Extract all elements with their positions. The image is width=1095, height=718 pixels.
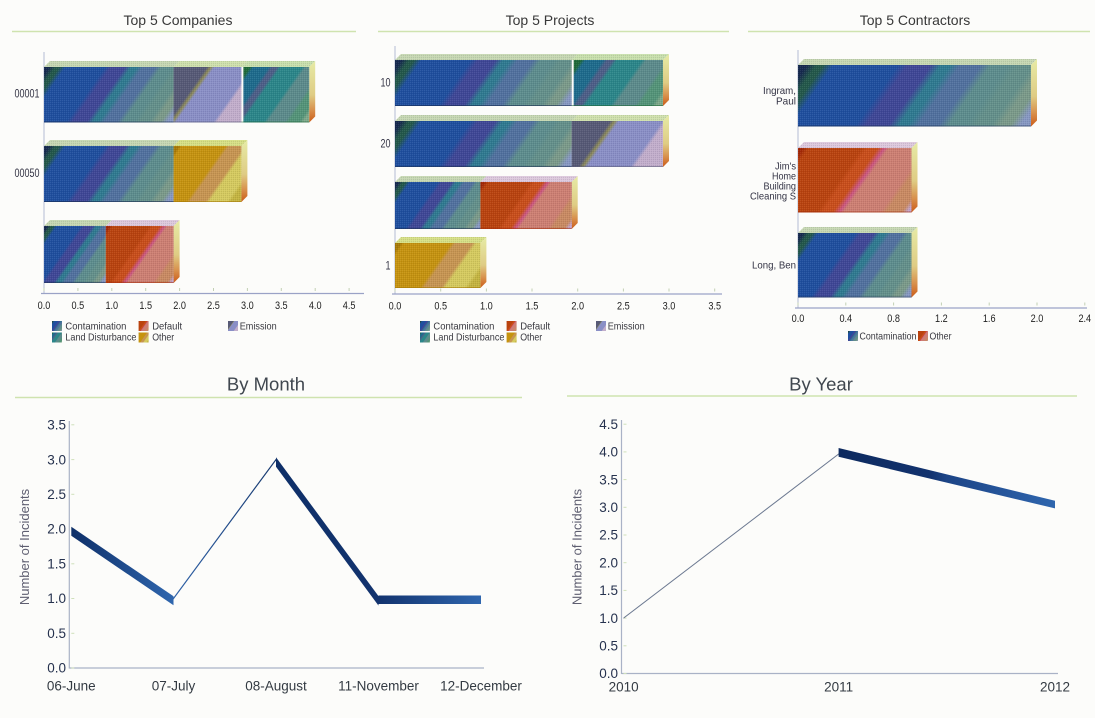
svg-text:Emission: Emission bbox=[608, 321, 645, 333]
svg-text:3.5: 3.5 bbox=[708, 301, 721, 313]
svg-text:2.5: 2.5 bbox=[47, 487, 66, 502]
svg-text:3.0: 3.0 bbox=[599, 500, 618, 515]
svg-text:Jim's: Jim's bbox=[775, 161, 796, 173]
svg-text:3.0: 3.0 bbox=[663, 301, 676, 313]
svg-text:00001: 00001 bbox=[15, 89, 40, 101]
svg-text:Top 5 Contractors: Top 5 Contractors bbox=[860, 12, 971, 28]
svg-text:20: 20 bbox=[381, 139, 391, 151]
svg-text:0.5: 0.5 bbox=[434, 301, 447, 313]
svg-text:By Year: By Year bbox=[789, 374, 853, 395]
svg-text:3.5: 3.5 bbox=[599, 472, 618, 487]
svg-text:Land Disturbance: Land Disturbance bbox=[433, 332, 504, 344]
svg-text:0.8: 0.8 bbox=[887, 313, 900, 325]
svg-text:3.5: 3.5 bbox=[275, 300, 288, 312]
svg-text:2.5: 2.5 bbox=[599, 528, 618, 543]
svg-text:0.0: 0.0 bbox=[38, 300, 51, 312]
svg-text:0.5: 0.5 bbox=[599, 639, 618, 654]
svg-text:1.6: 1.6 bbox=[983, 313, 996, 325]
svg-text:2.0: 2.0 bbox=[1031, 313, 1044, 325]
svg-text:11-November: 11-November bbox=[338, 679, 419, 694]
svg-text:2.0: 2.0 bbox=[599, 555, 618, 570]
svg-text:1.0: 1.0 bbox=[480, 301, 493, 313]
svg-text:10: 10 bbox=[381, 78, 391, 90]
svg-text:1.0: 1.0 bbox=[47, 591, 66, 606]
svg-text:4.0: 4.0 bbox=[309, 300, 322, 312]
svg-text:Cleaning S: Cleaning S bbox=[750, 191, 796, 203]
svg-text:By Month: By Month bbox=[227, 374, 305, 395]
svg-text:2011: 2011 bbox=[824, 680, 853, 695]
svg-text:Number of Incidents: Number of Incidents bbox=[17, 488, 32, 605]
svg-text:Other: Other bbox=[152, 332, 174, 344]
svg-text:Paul: Paul bbox=[776, 96, 796, 108]
svg-text:4.5: 4.5 bbox=[343, 300, 356, 312]
svg-text:Contamination: Contamination bbox=[433, 321, 494, 333]
svg-text:1.5: 1.5 bbox=[139, 300, 152, 312]
svg-text:Long, Ben: Long, Ben bbox=[752, 260, 796, 272]
svg-text:3.5: 3.5 bbox=[47, 418, 66, 433]
svg-text:0.5: 0.5 bbox=[72, 300, 85, 312]
svg-text:2.0: 2.0 bbox=[47, 522, 66, 537]
svg-text:1.2: 1.2 bbox=[935, 313, 948, 325]
svg-text:00050: 00050 bbox=[15, 168, 40, 180]
svg-text:1.0: 1.0 bbox=[105, 300, 118, 312]
svg-text:Building: Building bbox=[764, 181, 797, 193]
svg-text:2012: 2012 bbox=[1040, 680, 1070, 695]
svg-text:2.4: 2.4 bbox=[1078, 313, 1091, 325]
svg-text:0.0: 0.0 bbox=[792, 313, 805, 325]
svg-text:3.0: 3.0 bbox=[241, 300, 254, 312]
svg-text:0.5: 0.5 bbox=[47, 626, 66, 641]
svg-text:Ingram,: Ingram, bbox=[763, 85, 796, 97]
svg-text:2.0: 2.0 bbox=[173, 300, 186, 312]
svg-text:0.0: 0.0 bbox=[599, 666, 618, 681]
svg-text:07-July: 07-July bbox=[152, 679, 196, 694]
svg-text:Top 5 Companies: Top 5 Companies bbox=[124, 12, 233, 28]
svg-text:0.4: 0.4 bbox=[839, 313, 852, 325]
svg-text:4.0: 4.0 bbox=[599, 445, 618, 460]
svg-text:Default: Default bbox=[520, 321, 550, 333]
svg-text:Other: Other bbox=[520, 332, 542, 344]
svg-text:08-August: 08-August bbox=[245, 679, 307, 694]
svg-text:Land Disturbance: Land Disturbance bbox=[65, 332, 136, 344]
svg-text:0.0: 0.0 bbox=[47, 661, 66, 676]
svg-text:Number of Incidents: Number of Incidents bbox=[570, 488, 585, 605]
svg-text:Home: Home bbox=[772, 171, 796, 183]
svg-text:2.5: 2.5 bbox=[207, 300, 220, 312]
svg-text:1.5: 1.5 bbox=[599, 583, 618, 598]
svg-text:06-June: 06-June bbox=[47, 679, 96, 694]
svg-text:0.0: 0.0 bbox=[389, 301, 402, 313]
svg-text:Default: Default bbox=[152, 321, 182, 333]
svg-text:2.5: 2.5 bbox=[617, 301, 630, 313]
svg-text:Emission: Emission bbox=[240, 321, 277, 333]
svg-text:1.5: 1.5 bbox=[526, 301, 539, 313]
svg-text:4.5: 4.5 bbox=[599, 417, 618, 432]
svg-text:Other: Other bbox=[930, 331, 952, 343]
svg-text:Contamination: Contamination bbox=[860, 331, 917, 343]
svg-text:Top 5 Projects: Top 5 Projects bbox=[506, 12, 595, 28]
svg-text:1.0: 1.0 bbox=[599, 611, 618, 626]
svg-text:2010: 2010 bbox=[609, 680, 639, 695]
svg-text:2.0: 2.0 bbox=[571, 301, 584, 313]
svg-text:Contamination: Contamination bbox=[65, 321, 126, 333]
svg-text:1: 1 bbox=[386, 261, 391, 273]
svg-text:3.0: 3.0 bbox=[47, 452, 66, 467]
svg-text:1.5: 1.5 bbox=[47, 557, 66, 572]
svg-text:12-December: 12-December bbox=[440, 679, 522, 694]
